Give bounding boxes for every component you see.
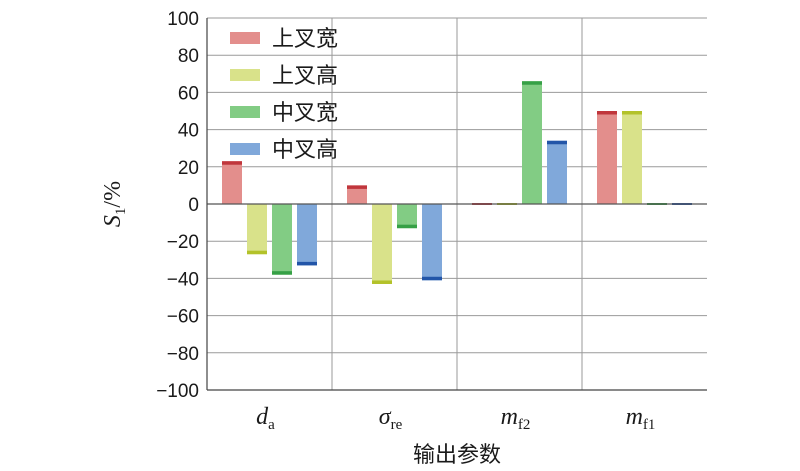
y-tick-label: 0 [188,195,199,216]
legend-label: 中叉高 [272,138,338,163]
y-axis-title-main: S [100,215,126,227]
x-axis-title: 输出参数 [413,443,501,468]
x-tick-label: σre [379,404,403,433]
y-axis-title: S1/% [100,181,129,227]
x-tick-label-sub: f1 [643,417,656,433]
bar [597,111,617,204]
y-tick-label: −60 [167,307,199,328]
bar [247,204,267,255]
y-axis-title-unit: /% [100,181,126,208]
y-tick-label: 20 [178,158,199,179]
x-tick-label-main: d [256,404,269,430]
axes [206,18,707,391]
bar-cap [372,280,392,284]
bar-cap [597,111,617,115]
bar-cap [397,224,417,229]
bar-cap [347,185,367,189]
x-tick-label-sub: re [391,417,403,433]
x-tick-label-main: σ [379,404,392,430]
legend-label: 上叉高 [272,64,338,89]
bar [397,204,417,229]
bar [422,204,442,281]
x-tick-label-sub: f2 [518,417,531,433]
y-tick-label: 80 [178,46,199,67]
bar [272,204,292,275]
y-tick-label: −20 [167,232,199,253]
bar-cap [222,161,242,165]
x-tick-label-sub: a [268,417,275,433]
bar [297,204,317,266]
bar-cap [522,81,542,85]
bar-cap [547,140,567,145]
bar [372,204,392,284]
bar-cap [272,271,292,275]
x-tick-label: mf1 [626,404,656,433]
bar-cap [622,111,642,115]
legend-swatch [230,69,260,81]
x-tick-label-main: m [501,404,518,430]
bar-cap [422,276,442,281]
x-tick-label-main: m [626,404,643,430]
x-tick-label: mf2 [501,404,531,433]
y-tick-label: 60 [178,83,199,104]
legend-swatch [230,32,260,44]
bar-cap [247,250,267,255]
legend-label: 上叉宽 [272,27,338,52]
y-tick-label: −80 [167,344,199,365]
x-tick-label: da [256,404,275,433]
y-tick-label: 40 [178,121,199,142]
bar [222,161,242,204]
y-tick-label: −100 [156,381,199,402]
bar-cap [297,261,317,266]
legend-swatch [230,106,260,118]
y-tick-label: 100 [167,9,199,30]
bar [622,111,642,204]
bar [547,140,567,204]
bar [347,185,367,204]
legend-label: 中叉宽 [272,101,338,126]
y-tick-label: −40 [167,269,199,290]
bar [522,81,542,204]
legend-swatch [230,143,260,155]
y-axis-title-sub: 1 [113,208,129,216]
